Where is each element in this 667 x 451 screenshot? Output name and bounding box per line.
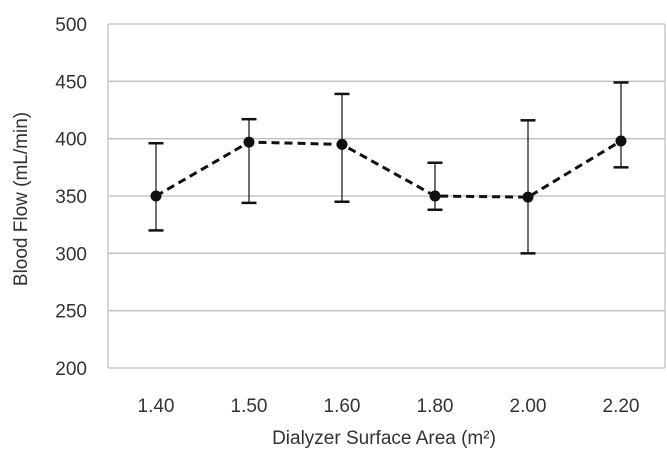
y-tick-labels: 200 250 300 350 400 450 500: [55, 15, 87, 380]
data-point: [243, 136, 255, 148]
x-tick-label: 1.50: [231, 396, 268, 417]
x-tick-label: 1.80: [417, 396, 454, 417]
y-tick-label: 250: [55, 302, 87, 323]
x-tick-label: 2.20: [603, 396, 640, 417]
y-tick-label: 400: [55, 130, 87, 151]
data-point: [429, 190, 441, 202]
x-tick-label: 1.40: [138, 396, 175, 417]
error-bars: [148, 81, 629, 255]
x-axis-title: Dialyzer Surface Area (m²): [272, 428, 496, 449]
data-point: [336, 138, 348, 150]
x-tick-labels: 1.40 1.50 1.60 1.80 2.00 2.20: [138, 396, 640, 417]
data-point: [522, 191, 534, 203]
series-line: [155, 139, 622, 199]
series-line-layer: [155, 139, 622, 199]
grid-layer: [107, 23, 666, 369]
y-tick-label: 450: [55, 72, 87, 93]
x-tick-label: 2.00: [510, 396, 547, 417]
data-points: [150, 135, 627, 203]
x-tick-label: 1.60: [324, 396, 361, 417]
data-point: [150, 190, 162, 202]
y-tick-label: 200: [55, 359, 87, 380]
y-axis-title: Blood Flow (mL/min): [11, 112, 32, 286]
data-point: [615, 135, 627, 147]
y-tick-label: 350: [55, 187, 87, 208]
y-tick-label: 500: [55, 15, 87, 36]
y-tick-label: 300: [55, 244, 87, 265]
